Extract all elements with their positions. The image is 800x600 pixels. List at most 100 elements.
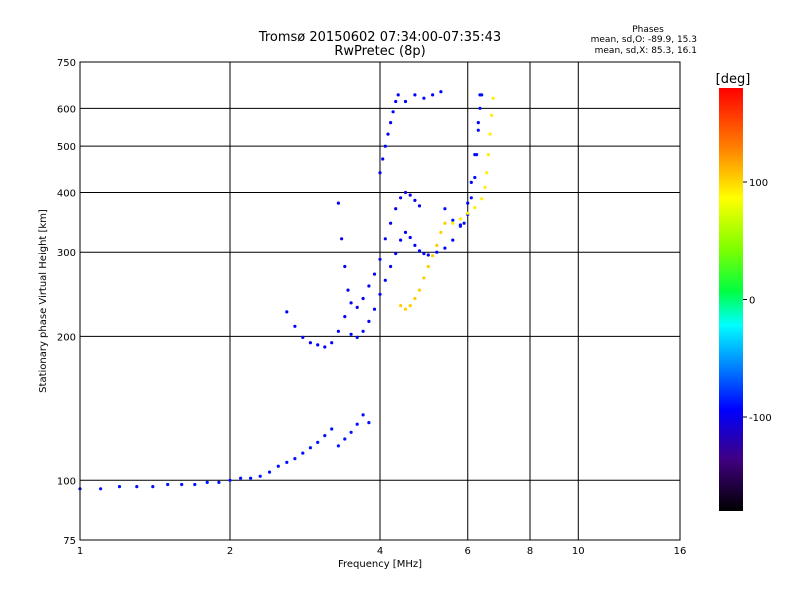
y-tick-label: 600: [57, 104, 76, 115]
y-tick-label: 75: [63, 536, 76, 547]
data-point: [381, 157, 385, 161]
data-point: [166, 482, 170, 487]
data-point: [336, 329, 340, 333]
x-tick-label: 10: [572, 546, 585, 557]
data-point: [285, 310, 289, 314]
plot-frame: [79, 61, 681, 541]
data-point: [466, 201, 470, 205]
colorbar-tick-label: -100: [749, 413, 772, 424]
x-tick-label: 8: [527, 546, 533, 557]
data-point: [458, 217, 462, 221]
data-point: [462, 221, 466, 225]
data-point: [336, 201, 340, 205]
data-point: [413, 198, 417, 202]
data-point: [394, 207, 398, 211]
data-point: [435, 250, 439, 254]
data-point: [343, 437, 347, 441]
data-point: [372, 272, 377, 276]
grid-lines: [80, 62, 680, 540]
data-point: [451, 238, 455, 242]
x-axis-label: Frequency [MHz]: [338, 559, 422, 570]
colorbar-tick-label: 0: [749, 296, 755, 307]
data-point: [386, 132, 390, 136]
data-point: [469, 180, 473, 184]
data-point: [239, 476, 243, 480]
data-point: [151, 485, 155, 489]
data-point: [355, 422, 359, 426]
x-tick-label: 6: [465, 546, 471, 557]
data-point: [413, 296, 417, 301]
data-point: [403, 230, 408, 234]
data-point: [293, 324, 297, 328]
data-point: [417, 249, 422, 253]
data-point: [458, 224, 462, 228]
y-axis-label: Stationary phase Virtual Height [km]: [38, 209, 49, 393]
data-point: [422, 252, 426, 256]
data-point: [349, 430, 353, 434]
data-point: [258, 474, 262, 478]
x-tick-label: 4: [377, 546, 383, 557]
data-point: [336, 444, 340, 448]
data-point: [383, 237, 387, 241]
data-point: [466, 211, 470, 215]
x-tick-label: 16: [674, 546, 687, 557]
data-point: [372, 307, 377, 311]
x-tick-label: 2: [227, 546, 233, 557]
data-point: [396, 93, 400, 97]
colorbar-ticks: 100 0 -100: [743, 178, 772, 424]
data-point: [480, 197, 484, 201]
data-point: [473, 206, 477, 210]
data-point: [443, 221, 447, 225]
data-point: [426, 253, 430, 257]
data-point: [422, 276, 426, 280]
colorbar-label: [deg]: [716, 72, 751, 87]
data-point: [439, 90, 443, 94]
data-point: [293, 457, 297, 461]
data-point: [399, 304, 403, 308]
data-point: [475, 153, 479, 157]
data-point: [378, 292, 382, 296]
data-point: [403, 307, 408, 311]
data-point: [355, 305, 359, 309]
data-point: [469, 196, 473, 200]
data-point: [355, 335, 359, 339]
data-point: [217, 480, 221, 484]
data-point: [316, 440, 320, 444]
data-point: [367, 319, 371, 323]
data-point: [403, 190, 408, 195]
data-point: [349, 332, 353, 336]
data-point: [323, 434, 327, 438]
y-tick-label: 400: [57, 188, 76, 199]
data-point: [486, 153, 490, 157]
data-point: [435, 243, 439, 247]
data-point: [301, 335, 305, 339]
data-point: [267, 470, 272, 474]
data-point: [476, 121, 480, 125]
data-point: [343, 264, 347, 269]
data-point: [403, 99, 408, 104]
data-point: [180, 482, 184, 487]
data-point: [340, 237, 344, 241]
data-point: [408, 235, 412, 240]
data-point: [346, 288, 350, 292]
data-point: [389, 121, 393, 125]
phase-info-o: mean, sd,O: -89.9, 15.3: [591, 35, 697, 45]
data-point: [485, 171, 489, 175]
data-point: [451, 218, 455, 222]
colorbar: [719, 88, 743, 511]
data-point: [135, 485, 139, 489]
data-point: [413, 93, 417, 97]
data-point: [439, 230, 443, 234]
data-point: [417, 288, 422, 292]
data-point: [399, 196, 403, 200]
data-point: [117, 485, 122, 489]
data-point: [378, 257, 382, 261]
data-point: [389, 221, 393, 225]
data-point: [422, 96, 426, 100]
data-point: [378, 171, 382, 175]
data-point: [249, 476, 253, 480]
y-tick-label: 750: [57, 58, 76, 69]
data-point: [361, 329, 365, 333]
data-point: [383, 278, 387, 282]
